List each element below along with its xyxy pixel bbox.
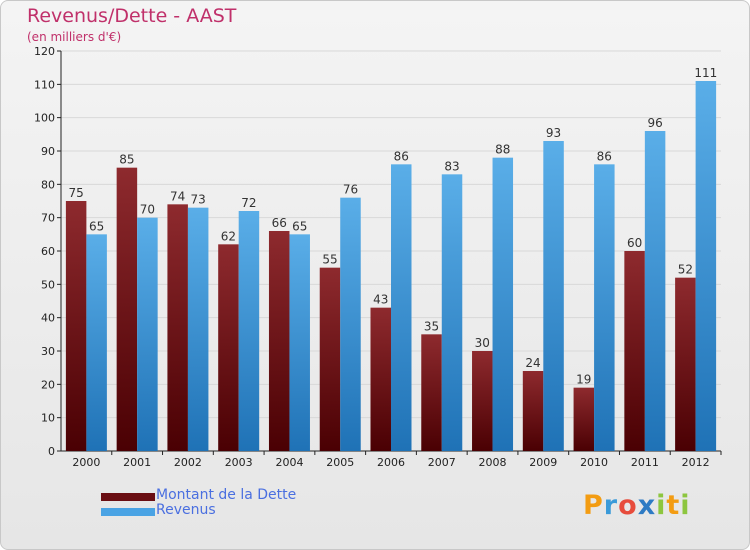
value-label-debt: 30 [475, 336, 490, 350]
chart-title: Revenus/Dette - AAST [27, 5, 237, 27]
bar-debt [624, 251, 645, 451]
x-tick-label: 2002 [174, 456, 202, 469]
y-tick-labels: 0 10 20 30 40 50 60 70 80 90 100 110 120 [34, 45, 55, 458]
bar-debt [421, 334, 442, 451]
bar-debt [116, 167, 138, 451]
value-label-revenue: 88 [495, 143, 510, 157]
bar-revenue [695, 81, 717, 451]
value-label-revenue: 83 [444, 159, 459, 173]
logo-letter: r [603, 490, 619, 521]
y-tick-label: 0 [48, 445, 55, 458]
x-tick-label: 2006 [377, 456, 405, 469]
bar-debt [268, 231, 290, 451]
bar-revenue [238, 211, 260, 451]
logo-letter: i [680, 490, 691, 521]
value-labels: 75 65 85 70 74 73 62 72 66 65 55 76 43 86 35 83 30 88 24 93… [68, 66, 717, 387]
value-label-debt: 85 [119, 153, 134, 167]
bar-revenue [187, 207, 209, 451]
legend-swatch-revenue [101, 508, 155, 516]
bar-revenue [492, 157, 514, 451]
logo-letter: t [666, 490, 681, 521]
legend-label-debt: Montant de la Dette [156, 487, 297, 503]
bar-debt [319, 267, 341, 451]
y-tick-label: 60 [41, 245, 55, 258]
bar-revenue [543, 141, 564, 451]
y-tick-label: 90 [41, 145, 55, 158]
value-label-debt: 75 [68, 186, 83, 200]
x-tick-label: 2011 [631, 456, 659, 469]
value-label-debt: 60 [627, 236, 642, 250]
x-tick-label: 2008 [479, 456, 507, 469]
x-tick-labels: 2000 2001 2002 2003 2004 2005 2006 2007 2008 2009… [72, 456, 709, 469]
bar-debt [522, 371, 544, 451]
bar-debt [370, 307, 391, 451]
value-label-debt: 52 [678, 263, 693, 277]
x-tick-label: 2001 [123, 456, 151, 469]
x-tick-label: 2003 [225, 456, 253, 469]
bar-revenue [86, 234, 107, 451]
proxiti-logo: Proxiti [583, 490, 691, 521]
logo-letter: P [583, 490, 604, 521]
x-tick-label: 2007 [428, 456, 456, 469]
bar-debt [167, 204, 188, 451]
value-label-debt: 19 [576, 373, 591, 387]
y-tick-label: 70 [41, 212, 55, 225]
value-label-debt: 24 [525, 356, 540, 370]
value-label-revenue: 76 [343, 183, 358, 197]
value-label-revenue: 72 [241, 196, 256, 210]
logo-letter: o [618, 490, 638, 521]
bar-debt [65, 201, 87, 451]
bar-revenue [391, 164, 412, 452]
value-label-debt: 55 [322, 253, 337, 267]
y-tick-label: 80 [41, 178, 55, 191]
logo-letter: x [637, 490, 657, 521]
value-label-debt: 43 [373, 293, 388, 307]
x-tick-label: 2000 [72, 456, 100, 469]
bar-debt [573, 387, 595, 451]
y-tick-label: 100 [34, 112, 55, 125]
value-label-debt: 35 [424, 319, 439, 333]
value-label-revenue: 70 [140, 203, 155, 217]
x-tick-label: 2009 [529, 456, 557, 469]
y-tick-label: 40 [41, 312, 55, 325]
value-label-revenue: 65 [292, 219, 307, 233]
y-tick-label: 30 [41, 345, 55, 358]
bar-revenue [137, 217, 158, 451]
value-label-revenue: 111 [694, 66, 717, 80]
x-tick-label: 2012 [682, 456, 710, 469]
bar-revenue [594, 164, 615, 452]
bar-revenue [289, 234, 310, 451]
legend-swatch-debt [101, 493, 155, 501]
chart-subtitle: (en milliers d'€) [27, 30, 122, 44]
value-label-revenue: 96 [647, 116, 662, 130]
bars [65, 81, 717, 452]
bar-revenue [644, 131, 666, 451]
value-label-debt: 74 [170, 189, 185, 203]
bar-revenue [441, 174, 463, 452]
bar-debt [472, 351, 493, 451]
bar-debt [675, 277, 696, 451]
y-tick-label: 20 [41, 378, 55, 391]
y-tick-label: 50 [41, 278, 55, 291]
x-tick-label: 2010 [580, 456, 608, 469]
value-label-revenue: 86 [597, 149, 612, 163]
y-tick-label: 110 [34, 78, 55, 91]
x-tick-label: 2005 [326, 456, 354, 469]
y-tick-label: 10 [41, 412, 55, 425]
x-tick-label: 2004 [275, 456, 303, 469]
value-label-revenue: 73 [191, 193, 206, 207]
value-label-revenue: 86 [394, 149, 409, 163]
legend-label-revenue: Revenus [156, 502, 216, 518]
bar-debt [218, 244, 239, 451]
logo-letter: i [656, 490, 667, 521]
bar-revenue [340, 197, 361, 451]
value-label-revenue: 93 [546, 126, 561, 140]
value-label-revenue: 65 [89, 219, 104, 233]
y-tick-label: 120 [34, 45, 55, 58]
value-label-debt: 62 [221, 229, 236, 243]
value-label-debt: 66 [272, 216, 287, 230]
